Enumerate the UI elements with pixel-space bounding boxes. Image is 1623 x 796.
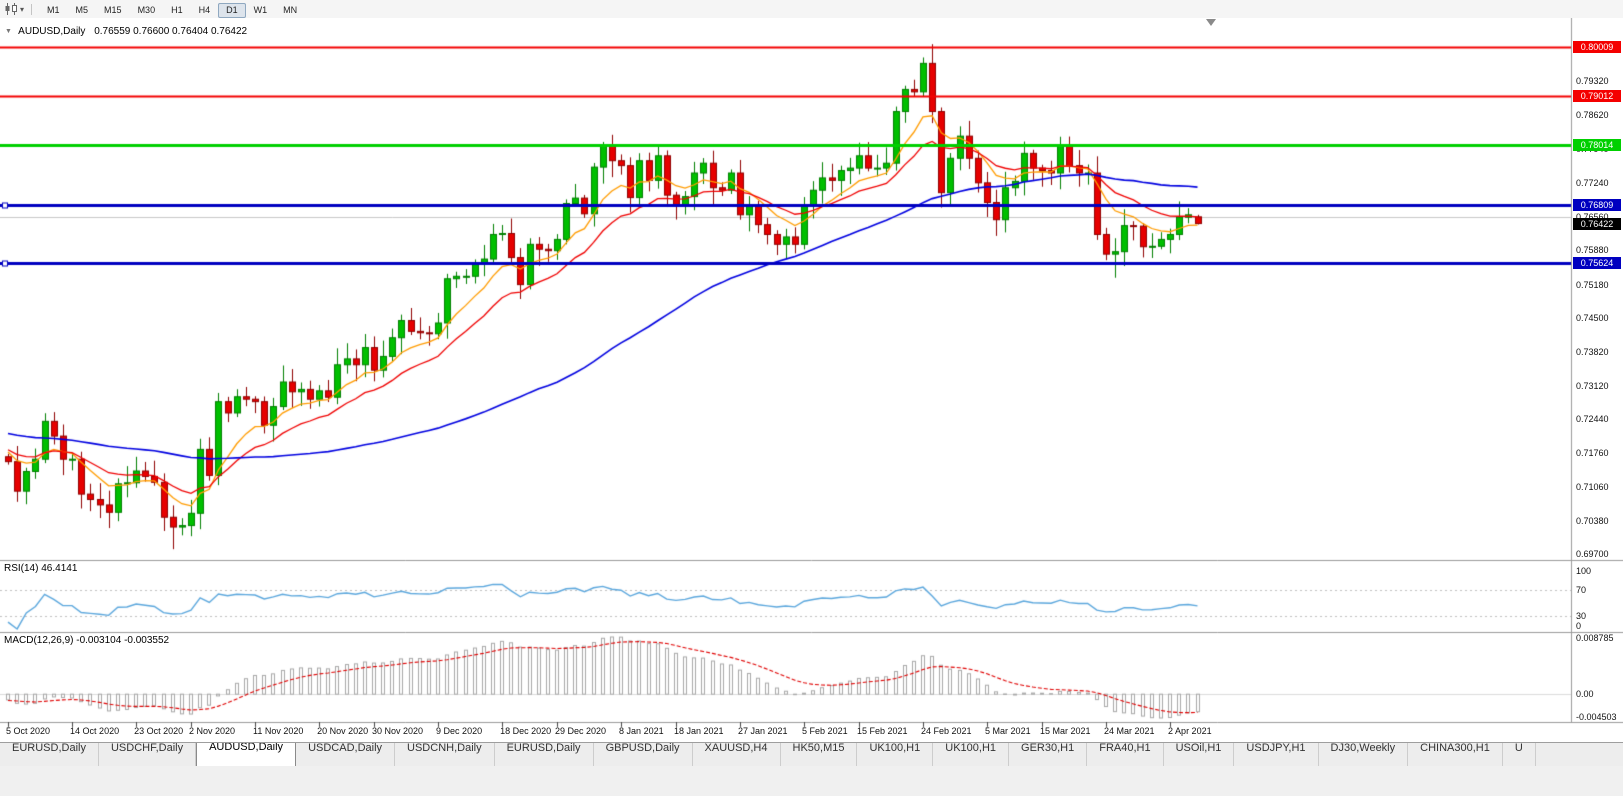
toolbar-separator — [31, 3, 33, 15]
date-axis-label: 29 Dec 2020 — [555, 726, 607, 736]
timeframe-button-mn[interactable]: MN — [283, 5, 298, 15]
chart-tab-11[interactable]: GER30,H1 — [1009, 743, 1088, 767]
timeframe-button-m1[interactable]: M1 — [47, 5, 60, 15]
price-axis-label: 0.74500 — [1576, 313, 1609, 324]
chart-header: ▼ AUDUSD,Daily 0.76559 0.76600 0.76404 0… — [5, 26, 247, 37]
macd-axis-label: -0.004503 — [1576, 712, 1617, 722]
timeframe-button-w1[interactable]: W1 — [253, 5, 268, 15]
macd-indicator-header: MACD(12,26,9) -0.003104 -0.003552 — [4, 635, 170, 646]
date-axis-label: 30 Nov 2020 — [372, 726, 424, 736]
rsi-axis-label: 0 — [1576, 621, 1582, 631]
date-axis-label: 24 Feb 2021 — [921, 726, 972, 736]
price-axis-label: 0.70380 — [1576, 515, 1609, 526]
chart-tabs-bar: EURUSD,Daily USDCHF,Daily AUDUSD,Daily USDC… — [0, 742, 1623, 767]
chart-window[interactable]: ▼ AUDUSD,Daily 0.76559 0.76600 0.76404 0… — [0, 18, 1623, 742]
timeframe-button-h4[interactable]: H4 — [198, 5, 211, 15]
timeframe-button-m5[interactable]: M5 — [75, 5, 89, 15]
chart-tab-3[interactable]: USDCAD,Daily — [296, 743, 396, 767]
timeframe-button-m15[interactable]: M15 — [104, 5, 122, 15]
chart-tab-0[interactable]: EURUSD,Daily — [0, 743, 99, 767]
price-chart-canvas[interactable] — [0, 18, 1623, 742]
status-bar — [0, 766, 1623, 796]
chart-type-dropdown-caret-icon[interactable]: ▾ — [20, 4, 25, 14]
chart-tab-16[interactable]: CHINA300,H1 — [1408, 743, 1503, 767]
chart-tab-4[interactable]: USDCNH,Daily — [395, 743, 495, 767]
timeframe-buttons-group: M1 M5 M15 M30 H1 H4 D1 W1 MN — [39, 0, 305, 18]
rsi-axis-label: 100 — [1576, 566, 1592, 576]
chart-tab-15[interactable]: DJ30,Weekly — [1319, 743, 1409, 767]
timeframe-button-d1[interactable]: D1 — [218, 3, 246, 18]
date-axis-label: 2 Apr 2021 — [1168, 726, 1212, 736]
date-axis-label: 23 Oct 2020 — [134, 726, 184, 736]
date-axis-label: 14 Oct 2020 — [70, 726, 120, 736]
chart-tab-10[interactable]: UK100,H1 — [933, 743, 1010, 767]
macd-axis-label: 0.00 — [1576, 689, 1594, 700]
candlestick-chart-icon[interactable] — [4, 3, 18, 15]
rsi-indicator-header: RSI(14) 46.4141 — [4, 563, 78, 574]
chart-tab-13[interactable]: USOil,H1 — [1164, 743, 1235, 767]
chart-tab-17[interactable]: U — [1503, 743, 1536, 767]
price-axis-label: 0.71060 — [1576, 482, 1609, 493]
date-axis-label: 18 Jan 2021 — [673, 726, 724, 736]
timeframe-button-m30[interactable]: M30 — [137, 5, 156, 15]
date-axis-label: 2 Nov 2020 — [189, 726, 236, 736]
price-axis-label: 0.79320 — [1576, 76, 1609, 87]
price-axis-label: 0.71760 — [1576, 447, 1609, 458]
price-axis-label: 0.75180 — [1576, 279, 1609, 290]
current-price-label: 0.76422 — [1573, 217, 1621, 230]
timeframe-toolbar: ▾ M1 M5 M15 M30 H1 H4 D1 W1 MN — [0, 0, 1623, 19]
timeframe-button-h1[interactable]: H1 — [171, 5, 183, 15]
price-axis-label: 0.77240 — [1576, 178, 1609, 189]
chart-tab-14[interactable]: USDJPY,H1 — [1234, 743, 1319, 767]
date-axis-label: 9 Dec 2020 — [436, 726, 483, 736]
chart-tab-7[interactable]: XAUUSD,H4 — [693, 743, 781, 767]
level-price-label: 0.76809 — [1573, 198, 1621, 211]
level-price-label: 0.75624 — [1573, 256, 1621, 269]
date-axis-label: 8 Jan 2021 — [619, 726, 664, 736]
date-axis-label: 15 Feb 2021 — [856, 726, 908, 736]
rsi-axis-label: 30 — [1576, 610, 1587, 621]
price-axis-label: 0.69700 — [1576, 549, 1609, 560]
price-axis-label: 0.73120 — [1576, 380, 1609, 391]
date-axis-label: 5 Mar 2021 — [985, 726, 1031, 736]
date-axis-label: 27 Jan 2021 — [738, 726, 788, 736]
level-price-label: 0.78014 — [1573, 139, 1621, 152]
price-axis-label: 0.76560 — [1576, 212, 1609, 222]
date-axis-label: 20 Nov 2020 — [317, 726, 369, 736]
date-axis-label: 24 Mar 2021 — [1104, 726, 1155, 736]
collapse-arrow-icon[interactable]: ▼ — [5, 28, 12, 35]
rsi-axis-label: 70 — [1576, 585, 1587, 596]
macd-axis-label: 0.008785 — [1576, 633, 1614, 643]
chart-shift-marker[interactable] — [1206, 19, 1216, 26]
date-axis-label: 11 Nov 2020 — [253, 726, 304, 736]
date-axis-label: 5 Oct 2020 — [6, 726, 51, 736]
chart-tab-1[interactable]: USDCHF,Daily — [99, 743, 197, 767]
chart-symbol-label: AUDUSD,Daily — [18, 26, 86, 37]
chart-tab-9[interactable]: UK100,H1 — [857, 743, 934, 767]
price-axis-label: 0.78620 — [1576, 110, 1609, 121]
chart-tab-8[interactable]: HK50,M15 — [781, 743, 858, 767]
chart-ohlc-values: 0.76559 0.76600 0.76404 0.76422 — [94, 26, 248, 37]
price-axis-label: 0.73820 — [1576, 346, 1609, 357]
date-axis-label: 15 Mar 2021 — [1039, 726, 1091, 736]
level-price-label: 0.80009 — [1573, 41, 1621, 54]
chart-tab-6[interactable]: GBPUSD,Daily — [594, 743, 693, 767]
level-price-label: 0.79012 — [1573, 90, 1621, 103]
price-axis-label: 0.72440 — [1576, 414, 1609, 425]
date-axis-label: 18 Dec 2020 — [500, 726, 552, 736]
date-axis-label: 5 Feb 2021 — [802, 726, 848, 736]
chart-tab-12[interactable]: FRA40,H1 — [1087, 743, 1164, 767]
chart-tab-2[interactable]: AUDUSD,Daily — [196, 743, 297, 767]
chart-tab-5[interactable]: EURUSD,Daily — [495, 743, 594, 767]
price-axis-label: 0.75880 — [1576, 245, 1609, 256]
